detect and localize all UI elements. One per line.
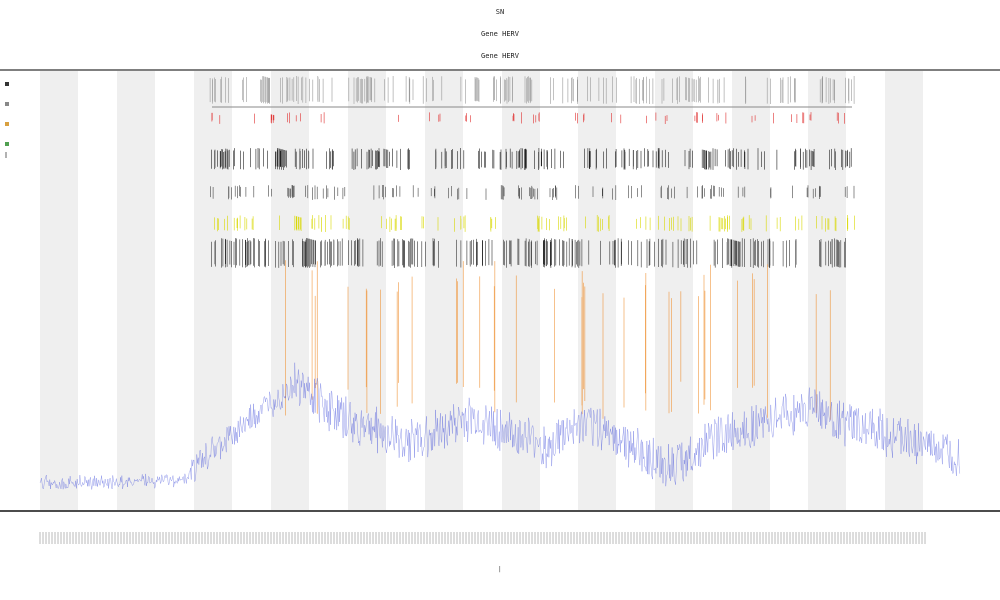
- band-3: [194, 71, 232, 510]
- annotation-ticks-gray: [210, 185, 855, 200]
- signal-line: [39, 362, 960, 490]
- x-tick-labels: [39, 532, 926, 544]
- chart-title-line-3: Gene HERV: [481, 52, 519, 60]
- annotation-ticks-top: [209, 76, 855, 104]
- annotation-ticks-black: [211, 148, 852, 170]
- annotation-ticks-dark: [211, 238, 846, 268]
- band-2: [117, 71, 155, 510]
- annotation-ticks-yellow: [214, 215, 855, 232]
- annotation-ticks-red: [211, 112, 845, 124]
- band-9: [655, 71, 693, 510]
- orange-spikes: [285, 260, 831, 420]
- x-axis-mark: |: [498, 566, 502, 573]
- chart-title-line-1: SN: [495, 8, 505, 16]
- band-11: [808, 71, 846, 510]
- band-1: [40, 71, 78, 510]
- legend-swatch-3: [5, 122, 9, 126]
- band-4: [271, 71, 309, 510]
- legend-swatch-1: [5, 82, 9, 86]
- legend-swatch-2: [5, 102, 9, 106]
- chart-title-line-2: Gene HERV: [481, 30, 519, 38]
- legend-swatch-4: [5, 142, 9, 146]
- band-12: [885, 71, 923, 510]
